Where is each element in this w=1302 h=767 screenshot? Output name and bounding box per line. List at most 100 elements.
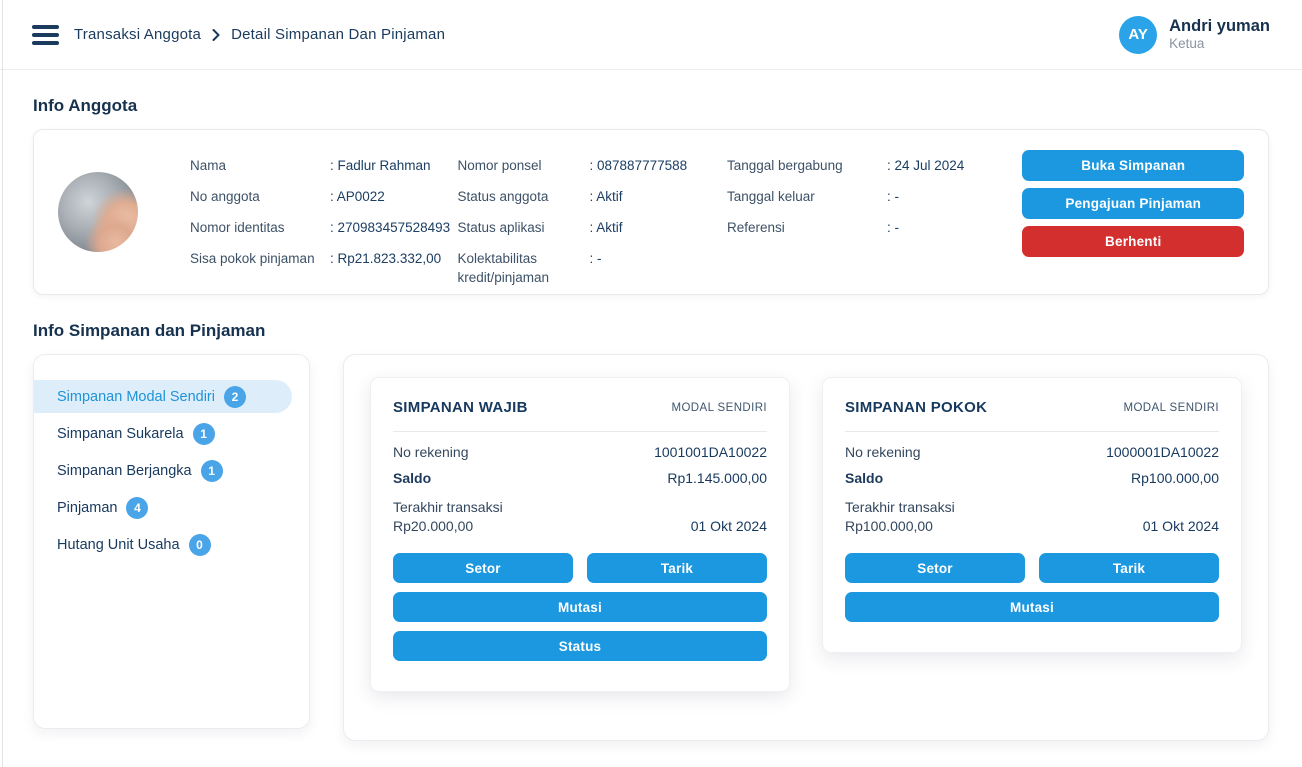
category-item-simpanan-berjangka[interactable]: Simpanan Berjangka 1: [34, 454, 292, 487]
acc-value: 1000001DA10022: [1106, 444, 1219, 460]
field-label: Kolektabilitas kredit/pinjaman: [457, 251, 550, 285]
field-status-aplikasi: Status aplikasi Aktif: [458, 212, 727, 243]
member-fields-col3: Tanggal bergabung 24 Jul 2024 Tanggal ke…: [727, 150, 1022, 243]
pengajuan-pinjaman-button[interactable]: Pengajuan Pinjaman: [1022, 188, 1244, 219]
account-card-simpanan-pokok: SIMPANAN POKOK MODAL SENDIRI No rekening…: [822, 377, 1242, 653]
left-edge-divider: [2, 0, 3, 767]
savings-category-list: Simpanan Modal Sendiri 2 Simpanan Sukare…: [33, 354, 310, 729]
field-kolektabilitas: Kolektabilitas kredit/pinjaman -: [458, 243, 727, 293]
category-item-hutang-unit-usaha[interactable]: Hutang Unit Usaha 0: [34, 528, 292, 561]
setor-button[interactable]: Setor: [393, 553, 573, 583]
field-value: Aktif: [590, 218, 622, 237]
category-label: Hutang Unit Usaha: [57, 536, 180, 553]
breadcrumb: Transaksi Anggota Detail Simpanan Dan Pi…: [74, 26, 445, 43]
count-badge: 1: [192, 422, 215, 445]
tarik-button[interactable]: Tarik: [587, 553, 767, 583]
last-transaction-row: Rp100.000,00 01 Okt 2024: [845, 518, 1219, 534]
count-badge: 2: [223, 385, 246, 408]
member-fields-col1: Nama Fadlur Rahman No anggota AP0022 Nom…: [190, 150, 458, 274]
field-status-anggota: Status anggota Aktif: [458, 181, 727, 212]
member-fields-col2: Nomor ponsel 087887777588 Status anggota…: [458, 150, 727, 293]
savings-layout: Simpanan Modal Sendiri 2 Simpanan Sukare…: [33, 354, 1269, 741]
category-item-pinjaman[interactable]: Pinjaman 4: [34, 491, 292, 524]
field-label: Tanggal keluar: [726, 189, 815, 204]
mutasi-button[interactable]: Mutasi: [393, 592, 767, 622]
hamburger-bar: [32, 24, 59, 29]
member-info-card: Nama Fadlur Rahman No anggota AP0022 Nom…: [33, 129, 1269, 295]
account-title: SIMPANAN WAJIB: [393, 399, 528, 416]
divider: [845, 431, 1219, 432]
member-photo: [58, 172, 138, 252]
field-label: Status aplikasi: [457, 220, 545, 235]
breadcrumb-item-transaksi-anggota[interactable]: Transaksi Anggota: [74, 26, 202, 43]
status-button[interactable]: Status: [393, 631, 767, 661]
field-value: -: [887, 187, 900, 206]
account-buttons: Setor Tarik Mutasi Status: [393, 553, 767, 661]
tarik-button[interactable]: Tarik: [1039, 553, 1219, 583]
last-transaction-label: Terakhir transaksi: [393, 499, 503, 515]
field-referensi: Referensi -: [727, 212, 1022, 243]
accounts-panel: SIMPANAN WAJIB MODAL SENDIRI No rekening…: [343, 354, 1269, 741]
category-item-simpanan-sukarela[interactable]: Simpanan Sukarela 1: [34, 417, 292, 450]
field-label: Sisa pokok pinjaman: [190, 251, 315, 266]
member-section-title: Info Anggota: [33, 96, 138, 115]
hamburger-menu-icon[interactable]: [32, 24, 59, 45]
acc-label: Saldo: [393, 470, 432, 486]
acc-value: Rp100.000,00: [1131, 470, 1219, 486]
field-tanggal-keluar: Tanggal keluar -: [727, 181, 1022, 212]
field-label: Nomor ponsel: [457, 158, 542, 173]
account-row-saldo: Saldo Rp100.000,00: [845, 470, 1219, 486]
category-item-simpanan-modal-sendiri[interactable]: Simpanan Modal Sendiri 2: [34, 380, 292, 413]
berhenti-button[interactable]: Berhenti: [1022, 226, 1244, 257]
account-card-simpanan-wajib: SIMPANAN WAJIB MODAL SENDIRI No rekening…: [370, 377, 790, 692]
account-row-no-rekening: No rekening 1001001DA10022: [393, 444, 767, 460]
account-type-badge: MODAL SENDIRI: [1123, 401, 1219, 414]
field-value: AP0022: [330, 187, 385, 206]
field-label: Nama: [190, 158, 227, 173]
count-badge: 4: [126, 496, 149, 519]
mutasi-button[interactable]: Mutasi: [845, 592, 1219, 622]
hamburger-bar: [32, 40, 59, 45]
acc-label: No rekening: [845, 444, 921, 460]
field-value: Aktif: [590, 187, 622, 206]
acc-value: 1001001DA10022: [654, 444, 767, 460]
setor-button[interactable]: Setor: [845, 553, 1025, 583]
last-transaction-row: Rp20.000,00 01 Okt 2024: [393, 518, 767, 534]
top-header: Transaksi Anggota Detail Simpanan Dan Pi…: [0, 0, 1302, 70]
page-content: Info Anggota Nama Fadlur Rahman No anggo…: [0, 96, 1302, 741]
field-value: Fadlur Rahman: [330, 156, 431, 175]
category-label: Simpanan Modal Sendiri: [57, 388, 215, 405]
acc-value: Rp1.145.000,00: [667, 470, 767, 486]
field-sisa-pokok-pinjaman: Sisa pokok pinjaman Rp21.823.332,00: [190, 243, 458, 274]
breadcrumb-item-detail-simpanan: Detail Simpanan Dan Pinjaman: [231, 26, 446, 43]
last-transaction-date: 01 Okt 2024: [1142, 518, 1219, 534]
chevron-right-icon: [212, 29, 220, 41]
category-label: Pinjaman: [57, 499, 118, 516]
field-tanggal-bergabung: Tanggal bergabung 24 Jul 2024: [727, 150, 1022, 181]
last-transaction-date: 01 Okt 2024: [690, 518, 767, 534]
acc-label: Saldo: [845, 470, 884, 486]
buka-simpanan-button[interactable]: Buka Simpanan: [1022, 150, 1244, 181]
account-btn-row: Setor Tarik: [393, 553, 767, 583]
account-row-saldo: Saldo Rp1.145.000,00: [393, 470, 767, 486]
last-transaction-label: Terakhir transaksi: [845, 499, 955, 515]
account-type-badge: MODAL SENDIRI: [671, 401, 767, 414]
field-label: Tanggal bergabung: [726, 158, 843, 173]
field-value: 087887777588: [590, 156, 687, 175]
account-btn-row: Setor Tarik: [845, 553, 1219, 583]
field-nomor-identitas: Nomor identitas 270983457528493: [190, 212, 458, 243]
field-label: Status anggota: [457, 189, 549, 204]
count-badge: 0: [188, 533, 211, 556]
user-menu[interactable]: AY Andri yuman Ketua: [1119, 15, 1270, 54]
account-buttons: Setor Tarik Mutasi: [845, 553, 1219, 622]
field-label: Nomor identitas: [190, 220, 285, 235]
savings-section-title: Info Simpanan dan Pinjaman: [33, 321, 266, 340]
count-badge: 1: [200, 459, 223, 482]
field-label: Referensi: [726, 220, 785, 235]
divider: [393, 431, 767, 432]
field-value: Rp21.823.332,00: [330, 249, 442, 268]
user-meta: Andri yuman Ketua: [1169, 16, 1270, 54]
avatar: AY: [1119, 15, 1158, 54]
account-header: SIMPANAN POKOK MODAL SENDIRI: [845, 399, 1219, 416]
field-nomor-ponsel: Nomor ponsel 087887777588: [458, 150, 727, 181]
